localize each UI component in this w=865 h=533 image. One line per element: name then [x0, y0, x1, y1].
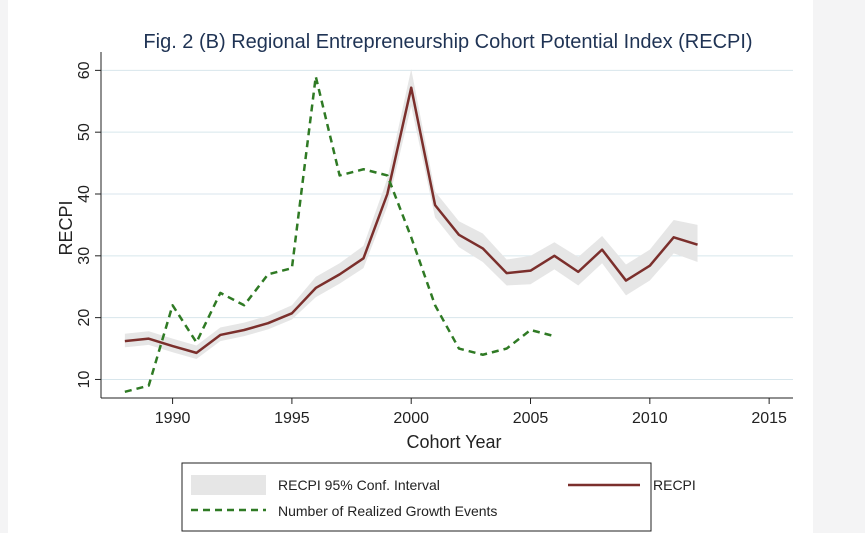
x-tick-label-2000: 2000	[393, 410, 429, 427]
y-tick-label-60: 60	[76, 61, 93, 79]
x-axis-ticks: 1990 1995 2000 2005 2010 2015	[155, 398, 787, 427]
chart-title: Fig. 2 (B) Regional Entrepreneurship Coh…	[143, 31, 752, 53]
legend-swatch-ci-band	[191, 475, 266, 495]
y-tick-label-50: 50	[76, 123, 93, 141]
growth-events-line	[124, 75, 555, 394]
recpi-chart: Fig. 2 (B) Regional Entrepreneurship Coh…	[56, 31, 793, 532]
legend-label-recpi: RECPI	[653, 477, 696, 493]
x-tick-label-1995: 1995	[274, 410, 310, 427]
axes	[100, 52, 793, 399]
y-axis-title: RECPI	[56, 200, 76, 255]
legend-label-ci-band: RECPI 95% Conf. Interval	[278, 477, 440, 493]
legend-box	[181, 462, 652, 532]
legend-label-growth-events: Number of Realized Growth Events	[278, 503, 497, 519]
x-tick-label-1990: 1990	[155, 410, 191, 427]
y-tick-label-40: 40	[76, 185, 93, 203]
x-tick-label-2010: 2010	[632, 410, 668, 427]
x-tick-label-2015: 2015	[751, 410, 787, 427]
x-tick-label-2005: 2005	[513, 410, 549, 427]
y-tick-label-10: 10	[76, 370, 93, 388]
legend: RECPI 95% Conf. Interval RECPI Number of…	[181, 462, 696, 532]
y-tick-label-20: 20	[76, 309, 93, 327]
x-axis-title: Cohort Year	[406, 432, 501, 452]
y-tick-label-30: 30	[76, 247, 93, 265]
chart-card: Fig. 2 (B) Regional Entrepreneurship Coh…	[8, 0, 813, 533]
recpi-line	[124, 86, 698, 355]
grid-lines	[101, 69, 793, 380]
series-lines	[124, 75, 698, 394]
y-axis-ticks: 10 20 30 40 50 60	[76, 61, 101, 388]
